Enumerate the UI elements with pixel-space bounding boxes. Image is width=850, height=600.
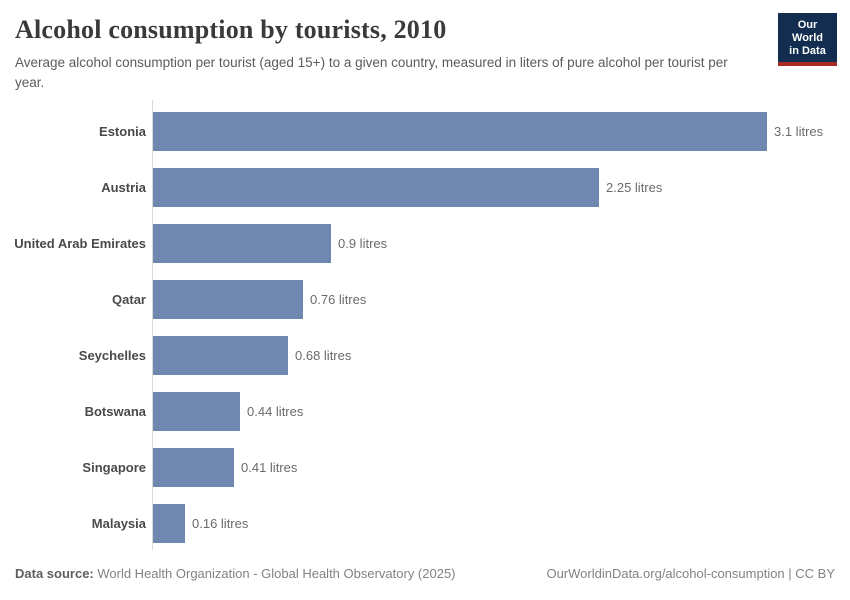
bar-row: Singapore 0.41 litres: [0, 448, 850, 487]
country-label: Qatar: [112, 292, 146, 307]
bar-row: Malaysia 0.16 litres: [0, 504, 850, 543]
bar-chart: Estonia 3.1 litres Austria 2.25 litres Unite…: [0, 100, 850, 550]
value-label: 3.1 litres: [774, 124, 824, 139]
bar-singapore[interactable]: [153, 448, 234, 487]
country-label: Austria: [101, 180, 146, 195]
country-label: Estonia: [99, 124, 146, 139]
bar-seychelles[interactable]: [153, 336, 288, 375]
country-label: Seychelles: [78, 348, 146, 363]
bar-row: Austria 2.25 litres: [0, 168, 850, 207]
owid-logo-line1: Our World: [792, 19, 823, 44]
value-label: 0.9 litres: [338, 236, 388, 251]
bar-united-arab-emirates[interactable]: [153, 224, 331, 263]
bar-row: United Arab Emirates 0.9 litres: [0, 224, 850, 263]
country-label: United Arab Emirates: [14, 236, 146, 251]
page-title: Alcohol consumption by tourists, 2010: [15, 15, 447, 44]
value-label: 0.41 litres: [241, 460, 298, 475]
value-label: 0.76 litres: [310, 292, 367, 307]
owid-logo-line2: in Data: [789, 45, 826, 57]
country-label: Singapore: [82, 460, 146, 475]
value-label: 0.68 litres: [295, 348, 352, 363]
data-source: Data source: World Health Organization -…: [15, 566, 456, 581]
bar-qatar[interactable]: [153, 280, 303, 319]
data-source-label: Data source:: [15, 566, 94, 581]
y-axis-line: [152, 100, 153, 550]
bar-austria[interactable]: [153, 168, 599, 207]
owid-link: OurWorldinData.org/alcohol-consumption |…: [546, 566, 835, 581]
value-label: 0.16 litres: [192, 516, 249, 531]
country-label: Malaysia: [91, 516, 146, 531]
bar-estonia[interactable]: [153, 112, 767, 151]
bar-row: Seychelles 0.68 litres: [0, 336, 850, 375]
bar-malaysia[interactable]: [153, 504, 185, 543]
value-label: 0.44 litres: [247, 404, 304, 419]
value-label: 2.25 litres: [606, 180, 663, 195]
bar-row: Estonia 3.1 litres: [0, 112, 850, 151]
data-source-text: World Health Organization - Global Healt…: [93, 566, 456, 581]
bar-row: Botswana 0.44 litres: [0, 392, 850, 431]
bar-botswana[interactable]: [153, 392, 240, 431]
country-label: Botswana: [84, 404, 146, 419]
chart-footer: Data source: World Health Organization -…: [15, 566, 835, 581]
chart-subtitle: Average alcohol consumption per tourist …: [15, 55, 728, 90]
owid-logo[interactable]: Our World in Data: [778, 13, 837, 66]
bar-row: Qatar 0.76 litres: [0, 280, 850, 319]
